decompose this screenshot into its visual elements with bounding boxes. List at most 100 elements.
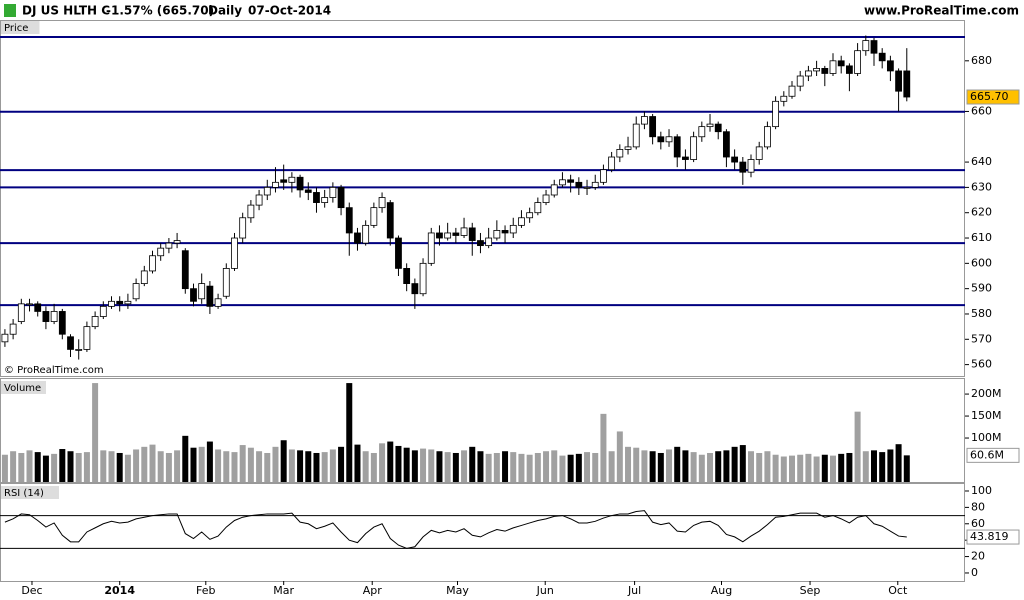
candle-body: [550, 184, 558, 196]
candle-body: [755, 146, 763, 160]
x-tick-label: Apr: [363, 584, 383, 597]
volume-bar: [739, 445, 746, 482]
candle-body: [91, 316, 99, 328]
candle-body: [26, 303, 33, 306]
volume-bar: [370, 452, 377, 482]
candle-body: [239, 217, 247, 239]
candle-body: [296, 176, 304, 191]
volume-bar: [42, 455, 49, 482]
panel-label: RSI (14): [4, 488, 44, 499]
volume-bar: [895, 444, 902, 482]
candle-body: [263, 186, 271, 196]
x-tick-label: Oct: [888, 584, 908, 597]
panel: [0, 483, 965, 582]
candle-body: [67, 336, 74, 350]
candle-body: [321, 197, 329, 203]
x-tick-label: Jun: [536, 584, 554, 597]
candle-body: [403, 268, 411, 284]
candle-body: [632, 123, 640, 148]
volume-bar: [584, 452, 591, 482]
candle-body: [50, 311, 58, 322]
volume-bar: [51, 453, 58, 482]
volume-bar: [625, 446, 632, 482]
candle-body: [198, 283, 206, 300]
volume-bar: [305, 451, 312, 482]
candle-body: [468, 227, 476, 241]
x-tick-label: Sep: [800, 584, 821, 597]
volume-bar: [247, 447, 254, 482]
logo: [4, 4, 16, 17]
x-tick-label: Mar: [273, 584, 294, 597]
candle-body: [624, 146, 632, 150]
candle-body: [706, 123, 714, 128]
candle-body: [214, 298, 222, 307]
candle-body: [616, 149, 624, 158]
volume-bar: [723, 450, 730, 482]
volume-bar: [18, 452, 25, 482]
y-tick-label: 150M: [971, 409, 1002, 422]
candle-body: [419, 262, 427, 295]
volume-bar: [870, 450, 877, 482]
volume-bar: [534, 452, 541, 482]
y-tick-label: 590: [971, 282, 992, 295]
candle-body: [58, 311, 66, 335]
volume-bar: [288, 449, 295, 482]
volume-bar: [461, 450, 468, 482]
volume-bar: [887, 449, 894, 482]
volume-bar: [780, 456, 787, 482]
volume-bar: [346, 383, 353, 482]
candle-body: [231, 237, 238, 269]
change: -1.57% (665.70): [106, 4, 214, 18]
candle-body: [780, 95, 788, 102]
y-tick-label: 580: [971, 307, 992, 320]
candle-body: [764, 126, 771, 148]
volume-bar: [264, 452, 271, 482]
volume-bar: [715, 451, 722, 482]
candle-body: [788, 85, 796, 97]
candle-body: [116, 300, 124, 305]
volume-bar: [428, 449, 435, 482]
candle-body: [731, 156, 739, 163]
volume-bar: [1, 454, 8, 482]
volume-bar: [297, 450, 304, 482]
period: Daily: [208, 4, 242, 18]
candle-body: [378, 197, 386, 209]
candle-body: [542, 194, 550, 203]
candle-body: [493, 230, 501, 239]
candle-body: [362, 224, 370, 244]
candle-body: [288, 176, 296, 183]
candle-body: [34, 303, 42, 312]
volume-bar: [674, 446, 681, 482]
candle-body: [657, 136, 665, 143]
panel: [0, 20, 965, 377]
volume-bar: [862, 451, 869, 482]
volume-bar: [83, 452, 90, 482]
volume-bar: [420, 448, 427, 482]
volume-bar: [731, 446, 738, 482]
volume-bar: [100, 450, 107, 482]
candle-body: [690, 136, 698, 160]
volume-bar: [616, 431, 623, 482]
volume-bar: [34, 452, 41, 482]
candle-body: [903, 70, 911, 98]
candle-body: [608, 156, 616, 171]
volume-bar: [600, 413, 607, 482]
y-tick-label: 100M: [971, 431, 1002, 444]
volume-bar: [75, 452, 82, 482]
volume-bar: [411, 450, 418, 482]
candle-body: [845, 65, 853, 74]
volume-bar: [838, 453, 845, 482]
volume-bar: [829, 455, 836, 482]
volume-bar: [10, 451, 17, 482]
candle-body: [886, 60, 894, 72]
candle-body: [83, 326, 91, 350]
candle-body: [337, 186, 345, 209]
candle-body: [723, 131, 730, 158]
x-tick-label: Jul: [627, 584, 641, 597]
candle-body: [477, 240, 484, 247]
volume-bar: [493, 452, 500, 482]
volume-bar: [789, 455, 796, 482]
volume-bar: [698, 454, 705, 482]
y-tick-label: 660: [971, 104, 992, 117]
